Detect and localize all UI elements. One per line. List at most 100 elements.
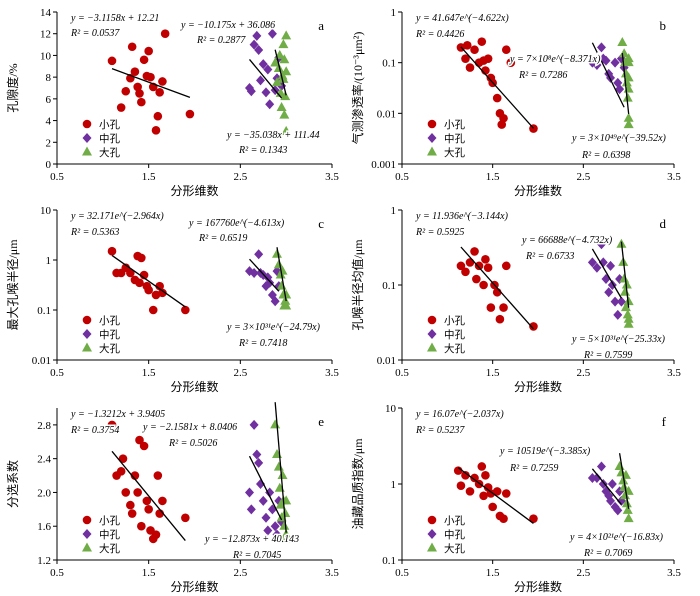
panel-c: 0.01 0.1 1 10 0.5 1.5 2.5 3.5 分形维数 最大孔喉半径/μm c y = … [6,205,339,394]
point-medium [254,457,264,468]
point-medium [601,274,611,285]
point-medium [592,59,602,70]
y-tick-label: 14 [40,7,52,19]
point-large [272,77,282,87]
point-medium [252,30,262,41]
point-large [281,66,292,76]
panel-label: c [318,216,324,231]
point-medium [598,479,608,489]
fit-line-large [620,241,630,308]
legend-label-small: 小孔 [444,514,465,527]
point-medium [607,479,617,489]
point-small [144,505,153,514]
legend-label-small: 小孔 [99,118,120,131]
point-medium [270,521,280,532]
fit-line-medium [249,258,280,292]
point-large [277,470,288,480]
legend-marker-medium [427,329,437,339]
point-large [278,39,289,49]
point-medium [261,512,271,523]
point-small [151,530,161,539]
point-large [623,53,634,63]
point-large [623,313,634,323]
x-tick-label: 3.5 [667,171,681,183]
legend-label-large: 大孔 [444,342,465,355]
x-tick-label: 2.5 [576,367,590,379]
point-small [139,441,149,451]
fit-line-small [111,68,191,99]
fit-r2-medium: R² = 0.2877 [196,35,246,46]
point-small [158,496,167,506]
legend-marker-medium [82,329,92,339]
x-tick-label: 0.5 [50,171,64,183]
panel-label: d [660,216,667,231]
y-tick-label: 1 [391,205,397,217]
point-medium [596,239,606,250]
panel-e: 1.2 1.6 2.0 2.4 2.8 0.5 1.5 2.5 3.5 分形维数 分选系数 e y = … [5,402,339,594]
point-medium [258,495,268,506]
point-medium [592,472,602,483]
point-medium [246,504,256,515]
point-large [273,259,284,269]
legend-label-large: 大孔 [99,342,120,355]
fit-r2-large: R² = 0.6398 [581,150,630,161]
legend-marker-small [82,119,92,129]
fit-line-large [618,453,630,509]
point-large [623,112,634,122]
point-medium [272,529,282,540]
panel-f: 0.1 1 10 0.5 1.5 2.5 3.5 分形维数 油藏品质指数/μm f y = 16.0… [350,403,681,594]
point-small [153,471,163,480]
point-medium [261,87,271,98]
point-small [155,281,164,291]
point-medium [256,75,265,86]
legend-label-medium: 中孔 [444,132,465,145]
point-small [474,261,484,271]
y-tick-label: 0.001 [371,159,396,171]
point-small [529,322,538,331]
fit-equation-small: y = 16.07e^(−2.037x) [415,409,504,420]
panel-b: 0.001 0.01 0.1 1 0.5 1.5 2.5 3.5 分形维数 气测渗透率/(10⁻³… [350,7,681,198]
fit-r2-medium: R² = 0.6519 [198,233,247,244]
fit-r2-medium: R² = 0.5026 [168,438,217,449]
point-small [130,471,140,480]
legend-label-medium: 中孔 [444,328,465,341]
point-small [456,261,466,271]
y-tick-label: 0.1 [382,58,396,70]
point-small [506,58,516,67]
point-small [501,261,511,271]
point-medium [265,487,275,498]
legend-label-large: 大孔 [444,146,465,159]
point-medium [254,45,264,55]
fit-line-large [621,53,630,115]
x-tick-label: 0.5 [395,567,409,579]
point-small [456,481,466,490]
y-tick-label: 2 [46,137,52,149]
fit-line-medium [248,455,283,521]
point-large [619,481,630,491]
fit-r2-large: R² = 0.7045 [232,550,281,561]
point-medium [610,57,620,68]
point-small [499,514,508,523]
point-large [621,498,632,508]
point-large [623,318,634,328]
point-medium [596,42,606,53]
fit-line-medium [591,42,625,108]
point-small [529,514,538,523]
fit-line-medium [248,59,283,99]
fit-equation-large: y = −12.873x + 40.143 [204,534,299,545]
fit-r2-large: R² = 0.1343 [238,145,287,156]
y-tick-label: 0.01 [32,355,51,367]
fit-equation-small: y = 41.647e^(−4.622x) [415,13,509,24]
point-large [621,279,632,289]
legend-marker-medium [427,529,437,539]
legend-label-small: 小孔 [444,118,465,131]
point-small [127,509,137,518]
y-tick-label: 1.6 [37,521,51,533]
fit-equation-small: y = 11.936e^(−3.144x) [415,211,509,222]
legend-marker-small [82,515,92,525]
point-small [477,37,487,46]
point-small [501,45,511,55]
y-tick-label: 0.1 [37,305,51,317]
